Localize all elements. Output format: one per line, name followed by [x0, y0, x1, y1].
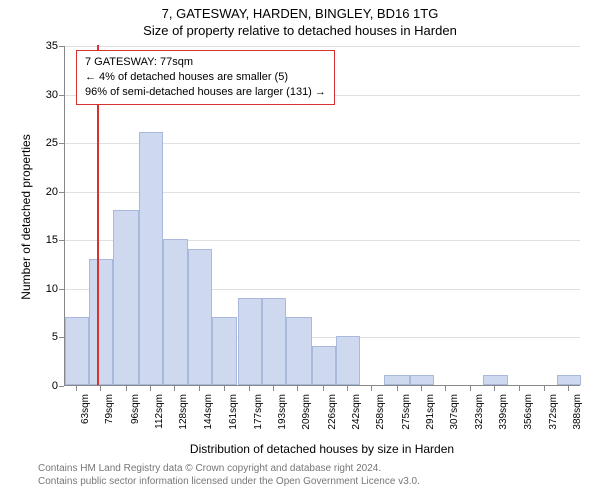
x-tick-mark	[224, 386, 225, 391]
gridline	[65, 46, 580, 47]
x-tick-label: 128sqm	[178, 394, 189, 442]
histogram-bar	[113, 210, 139, 385]
y-tick-mark	[59, 192, 64, 193]
x-tick-mark	[249, 386, 250, 391]
histogram-bar	[89, 259, 113, 385]
chart-title-main: 7, GATESWAY, HARDEN, BINGLEY, BD16 1TG	[0, 0, 600, 21]
x-tick-label: 209sqm	[301, 394, 312, 442]
x-tick-mark	[494, 386, 495, 391]
y-tick-label: 15	[36, 234, 58, 246]
y-tick-label: 25	[36, 137, 58, 149]
histogram-bar	[312, 346, 336, 385]
info-line-1: 7 GATESWAY: 77sqm	[85, 55, 326, 70]
x-tick-mark	[421, 386, 422, 391]
histogram-bar	[262, 298, 286, 385]
info-line-3: 96% of semi-detached houses are larger (…	[85, 85, 326, 100]
x-tick-label: 339sqm	[498, 394, 509, 442]
histogram-bar	[483, 375, 509, 385]
histogram-bar	[410, 375, 434, 385]
x-tick-mark	[150, 386, 151, 391]
histogram-bar	[336, 336, 360, 385]
y-tick-label: 5	[36, 331, 58, 343]
x-tick-mark	[347, 386, 348, 391]
x-tick-mark	[397, 386, 398, 391]
histogram-bar	[163, 239, 187, 385]
x-tick-label: 193sqm	[277, 394, 288, 442]
histogram-bar	[188, 249, 212, 385]
y-tick-mark	[59, 95, 64, 96]
x-tick-label: 144sqm	[203, 394, 214, 442]
x-tick-label: 161sqm	[228, 394, 239, 442]
x-tick-mark	[323, 386, 324, 391]
x-tick-label: 323sqm	[474, 394, 485, 442]
x-tick-label: 372sqm	[548, 394, 559, 442]
histogram-bar	[238, 298, 262, 385]
y-tick-mark	[59, 143, 64, 144]
x-tick-mark	[568, 386, 569, 391]
y-tick-label: 35	[36, 40, 58, 52]
y-axis-label: Number of detached properties	[19, 117, 33, 317]
x-tick-mark	[199, 386, 200, 391]
histogram-bar	[286, 317, 312, 385]
y-tick-mark	[59, 240, 64, 241]
y-tick-label: 20	[36, 186, 58, 198]
x-tick-mark	[100, 386, 101, 391]
x-tick-mark	[126, 386, 127, 391]
x-tick-mark	[76, 386, 77, 391]
x-tick-mark	[174, 386, 175, 391]
x-tick-label: 112sqm	[154, 394, 165, 442]
y-tick-label: 30	[36, 89, 58, 101]
x-axis-label: Distribution of detached houses by size …	[64, 442, 580, 456]
histogram-bar	[139, 132, 163, 385]
x-tick-mark	[519, 386, 520, 391]
histogram-bar	[65, 317, 89, 385]
y-tick-label: 10	[36, 283, 58, 295]
x-tick-label: 307sqm	[449, 394, 460, 442]
y-tick-mark	[59, 337, 64, 338]
attribution-footer: Contains HM Land Registry data © Crown c…	[38, 462, 420, 488]
histogram-bar	[384, 375, 410, 385]
histogram-bar	[212, 317, 238, 385]
y-tick-mark	[59, 289, 64, 290]
x-tick-label: 63sqm	[80, 394, 91, 442]
y-tick-mark	[59, 386, 64, 387]
x-tick-label: 79sqm	[104, 394, 115, 442]
y-tick-mark	[59, 46, 64, 47]
x-tick-label: 242sqm	[351, 394, 362, 442]
footer-line-1: Contains HM Land Registry data © Crown c…	[38, 462, 420, 475]
x-tick-mark	[445, 386, 446, 391]
x-tick-label: 388sqm	[572, 394, 583, 442]
x-tick-label: 258sqm	[375, 394, 386, 442]
x-tick-label: 177sqm	[253, 394, 264, 442]
x-tick-mark	[544, 386, 545, 391]
x-tick-label: 96sqm	[130, 394, 141, 442]
x-tick-label: 275sqm	[401, 394, 412, 442]
info-box: 7 GATESWAY: 77sqm ← 4% of detached house…	[76, 50, 335, 105]
x-tick-mark	[470, 386, 471, 391]
footer-line-2: Contains public sector information licen…	[38, 475, 420, 488]
x-tick-label: 291sqm	[425, 394, 436, 442]
chart-title-sub: Size of property relative to detached ho…	[0, 21, 600, 38]
y-tick-label: 0	[36, 380, 58, 392]
x-tick-mark	[297, 386, 298, 391]
x-tick-label: 356sqm	[523, 394, 534, 442]
info-line-2: ← 4% of detached houses are smaller (5)	[85, 70, 326, 85]
x-tick-mark	[273, 386, 274, 391]
x-tick-mark	[371, 386, 372, 391]
x-tick-label: 226sqm	[327, 394, 338, 442]
histogram-bar	[557, 375, 581, 385]
